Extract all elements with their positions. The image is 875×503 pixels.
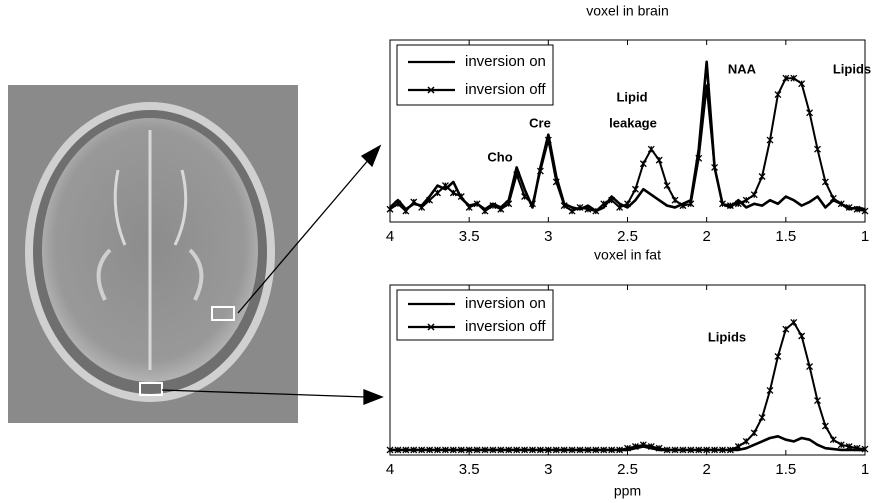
mri-image	[8, 85, 298, 423]
x-tick-label: 3.5	[459, 228, 480, 245]
annotation: Lipid	[616, 89, 647, 104]
annotation: NAA	[728, 61, 757, 76]
legend-label: inversion off	[465, 81, 546, 98]
x-tick-label: 1.5	[775, 228, 796, 245]
x-tick-label: 4	[386, 228, 394, 245]
x-tick-label: 2	[702, 228, 710, 245]
x-tick-label: 1.5	[775, 461, 796, 478]
x-tick-label: 3	[544, 228, 552, 245]
annotation: Cho	[487, 149, 512, 164]
x-tick-label: 3	[544, 461, 552, 478]
legend-label: inversion on	[465, 53, 546, 70]
annotation: Lipids	[833, 61, 871, 76]
chart-title: voxel in brain	[586, 3, 669, 19]
x-axis-label: ppm	[614, 483, 641, 499]
x-tick-label: 2	[702, 461, 710, 478]
x-tick-label: 2.5	[617, 461, 638, 478]
x-tick-label: 1	[861, 228, 869, 245]
legend-label: inversion off	[465, 318, 546, 335]
chart-title: voxel in fat	[594, 247, 661, 263]
x-tick-label: 1	[861, 461, 869, 478]
annotation: Lipids	[708, 329, 746, 344]
x-tick-label: 3.5	[459, 461, 480, 478]
annotation: Cre	[529, 115, 551, 130]
x-tick-label: 2.5	[617, 228, 638, 245]
x-tick-label: 4	[386, 461, 394, 478]
legend-label: inversion on	[465, 295, 546, 312]
annotation: leakage	[609, 115, 657, 130]
figure: voxel in brain 4 3.5 3 2.5 2 1.5 1 inversion on i…	[0, 0, 875, 503]
